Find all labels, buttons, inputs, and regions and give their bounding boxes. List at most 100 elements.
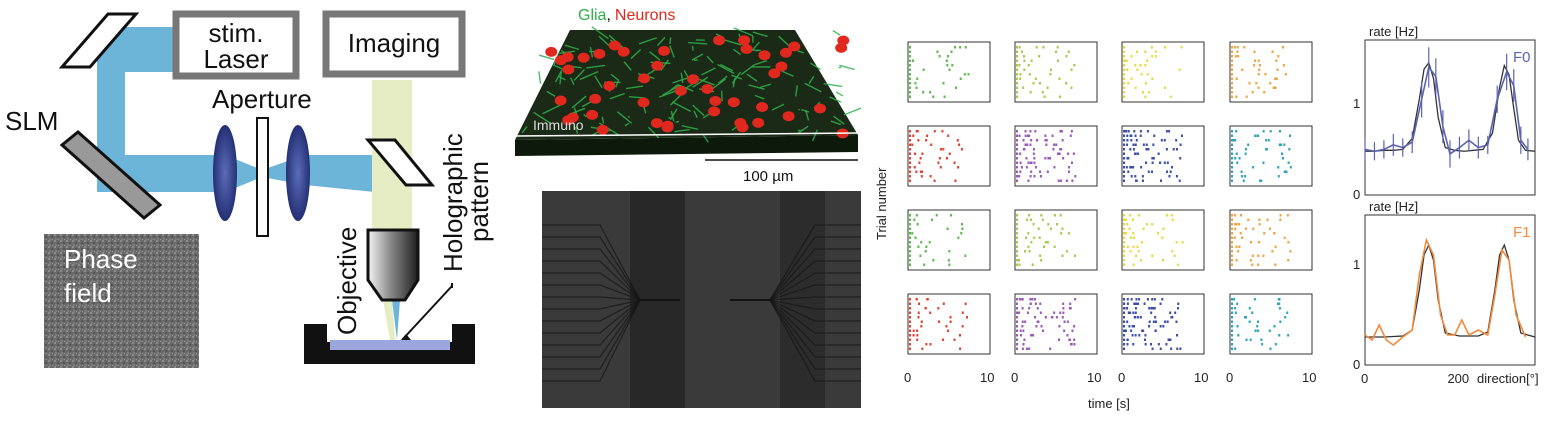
spike-mark <box>1019 329 1022 332</box>
spike-mark <box>1256 134 1259 137</box>
spike-mark <box>1038 236 1041 239</box>
spike-mark <box>1231 338 1233 341</box>
spike-mark <box>1134 152 1137 155</box>
glia-process <box>662 85 680 96</box>
spike-mark <box>1151 298 1154 301</box>
spike-mark <box>1127 130 1130 133</box>
spike-mark <box>1257 254 1260 257</box>
spike-mark <box>1240 170 1243 173</box>
spike-mark <box>919 170 922 173</box>
spike-mark <box>1262 161 1265 164</box>
spike-mark <box>1231 218 1233 221</box>
spike-mark <box>1016 311 1018 314</box>
spike-mark <box>1169 95 1172 98</box>
spike-mark <box>1016 157 1018 160</box>
tissue-block-side <box>515 135 858 156</box>
spike-mark <box>1170 214 1173 217</box>
glia-process <box>691 53 704 61</box>
spike-mark <box>1245 338 1248 341</box>
neuron-soma <box>782 111 795 122</box>
glia-process <box>754 59 768 66</box>
spike-mark <box>1284 73 1287 76</box>
spike-mark <box>920 325 923 328</box>
spike-mark <box>1059 130 1062 133</box>
spike-mark <box>1123 166 1125 169</box>
spike-mark <box>1123 232 1125 235</box>
spike-mark <box>1141 179 1144 182</box>
spike-mark <box>929 175 932 178</box>
raster-grid: 0 10 0 10 0 10 0 10 <box>904 41 1316 385</box>
spike-mark <box>1126 343 1129 346</box>
spike-mark <box>1139 64 1142 67</box>
spike-mark <box>1231 55 1233 58</box>
spike-mark <box>1016 236 1018 239</box>
spike-mark <box>1016 298 1018 301</box>
spike-mark <box>1047 223 1050 226</box>
spike-mark <box>1234 227 1237 230</box>
spike-mark <box>1231 298 1233 301</box>
raster-panel <box>907 293 991 355</box>
spike-mark <box>1276 68 1279 71</box>
spike-mark <box>1231 214 1233 217</box>
spike-mark <box>1154 55 1157 58</box>
neuron-soma <box>545 46 558 57</box>
spike-mark <box>1125 329 1128 332</box>
spike-mark <box>909 157 911 160</box>
spike-mark <box>1134 307 1137 310</box>
spike-mark <box>1022 343 1025 346</box>
spike-mark <box>909 143 911 146</box>
spike-mark <box>1234 214 1237 217</box>
neuron-soma <box>650 118 663 129</box>
spike-mark <box>930 218 933 221</box>
spike-mark <box>917 316 920 319</box>
glia-process <box>718 75 728 84</box>
spike-mark <box>1028 307 1031 310</box>
spike-mark <box>1142 227 1145 230</box>
glia-process <box>586 64 606 69</box>
spike-mark <box>1150 170 1153 173</box>
spike-mark <box>932 259 935 262</box>
spike-mark <box>1074 175 1077 178</box>
neuron-soma <box>701 83 714 94</box>
spike-mark <box>1135 139 1138 142</box>
neurons-label: Neurons <box>615 7 675 24</box>
spike-mark <box>1175 320 1178 323</box>
spike-mark <box>1126 143 1129 146</box>
spike-mark <box>1129 250 1132 253</box>
spike-mark <box>1273 232 1276 235</box>
spike-mark <box>1018 259 1021 262</box>
spike-mark <box>1287 259 1290 262</box>
spike-mark <box>942 302 945 305</box>
glia-process <box>810 62 821 71</box>
spike-mark <box>1126 223 1129 226</box>
spike-mark <box>1271 250 1274 253</box>
spike-mark <box>1053 311 1056 314</box>
spike-mark <box>1134 334 1137 337</box>
spike-mark <box>1029 130 1032 133</box>
spike-mark <box>1179 347 1182 350</box>
spike-mark <box>1180 46 1183 49</box>
glia-process <box>692 104 705 117</box>
spike-mark <box>1058 325 1061 328</box>
spike-mark <box>911 143 914 146</box>
spike-mark <box>1123 227 1125 230</box>
spike-mark <box>1029 175 1032 178</box>
spike-mark <box>1258 64 1261 67</box>
spike-mark <box>947 259 950 262</box>
spike-mark <box>1150 343 1153 346</box>
spike-mark <box>1143 338 1146 341</box>
spike-mark <box>909 218 911 221</box>
spike-mark <box>921 152 924 155</box>
neuron-soma <box>562 64 575 75</box>
laser-beam-lower <box>97 140 412 230</box>
spike-mark <box>1264 73 1267 76</box>
spike-mark <box>1016 139 1018 142</box>
spike-mark <box>1047 157 1050 160</box>
spike-mark <box>928 241 931 244</box>
glia-process <box>839 64 855 71</box>
spike-mark <box>1040 214 1043 217</box>
spike-mark <box>1132 166 1135 169</box>
spike-mark <box>1144 334 1147 337</box>
glia-process <box>833 115 845 125</box>
raster-tick-label: 0 <box>904 370 911 385</box>
